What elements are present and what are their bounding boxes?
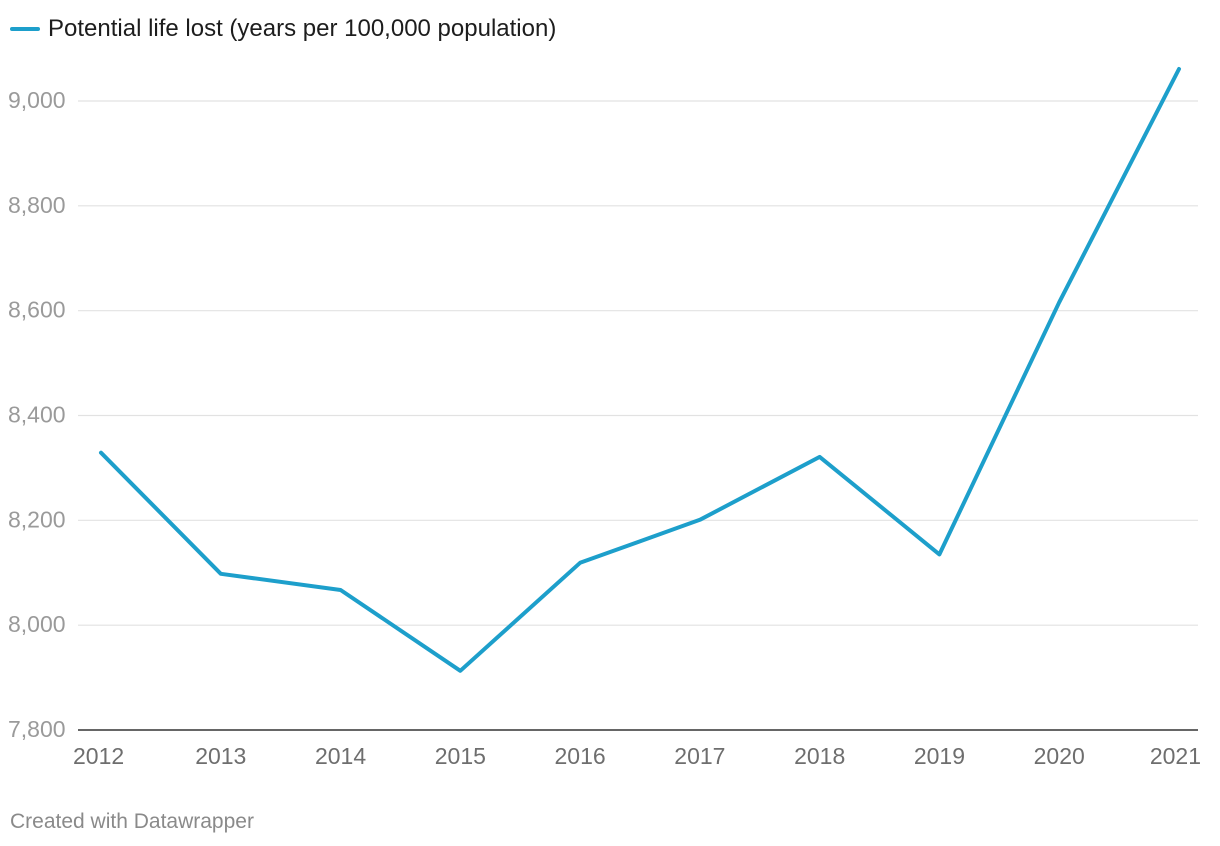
y-tick-label: 9,000: [8, 87, 66, 113]
y-tick-label: 8,400: [8, 402, 66, 428]
x-tick-label: 2019: [914, 743, 965, 769]
x-tick-label: 2018: [794, 743, 845, 769]
x-tick-label: 2014: [315, 743, 366, 769]
x-tick-label: 2015: [435, 743, 486, 769]
x-tick-label: 2012: [73, 743, 124, 769]
legend-swatch: [10, 27, 40, 31]
x-tick-label: 2020: [1034, 743, 1085, 769]
x-tick-label: 2021: [1150, 743, 1201, 769]
x-tick-label: 2016: [555, 743, 606, 769]
line-chart: 7,800 8,000 8,200 8,400 8,600 8,800 9,000 2012 2…: [8, 67, 1201, 769]
y-tick-label: 8,200: [8, 506, 66, 532]
y-tick-label: 8,600: [8, 297, 66, 323]
legend-label: Potential life lost (years per 100,000 p…: [48, 15, 557, 42]
y-tick-label: 8,800: [8, 192, 66, 218]
x-tick-label: 2013: [195, 743, 246, 769]
x-tick-label: 2017: [674, 743, 725, 769]
footer-credit: Created with Datawrapper: [10, 810, 254, 833]
series-line: [99, 67, 1181, 673]
legend: Potential life lost (years per 100,000 p…: [10, 14, 556, 44]
y-tick-label: 8,000: [8, 611, 66, 637]
y-tick-label: 7,800: [8, 716, 66, 742]
